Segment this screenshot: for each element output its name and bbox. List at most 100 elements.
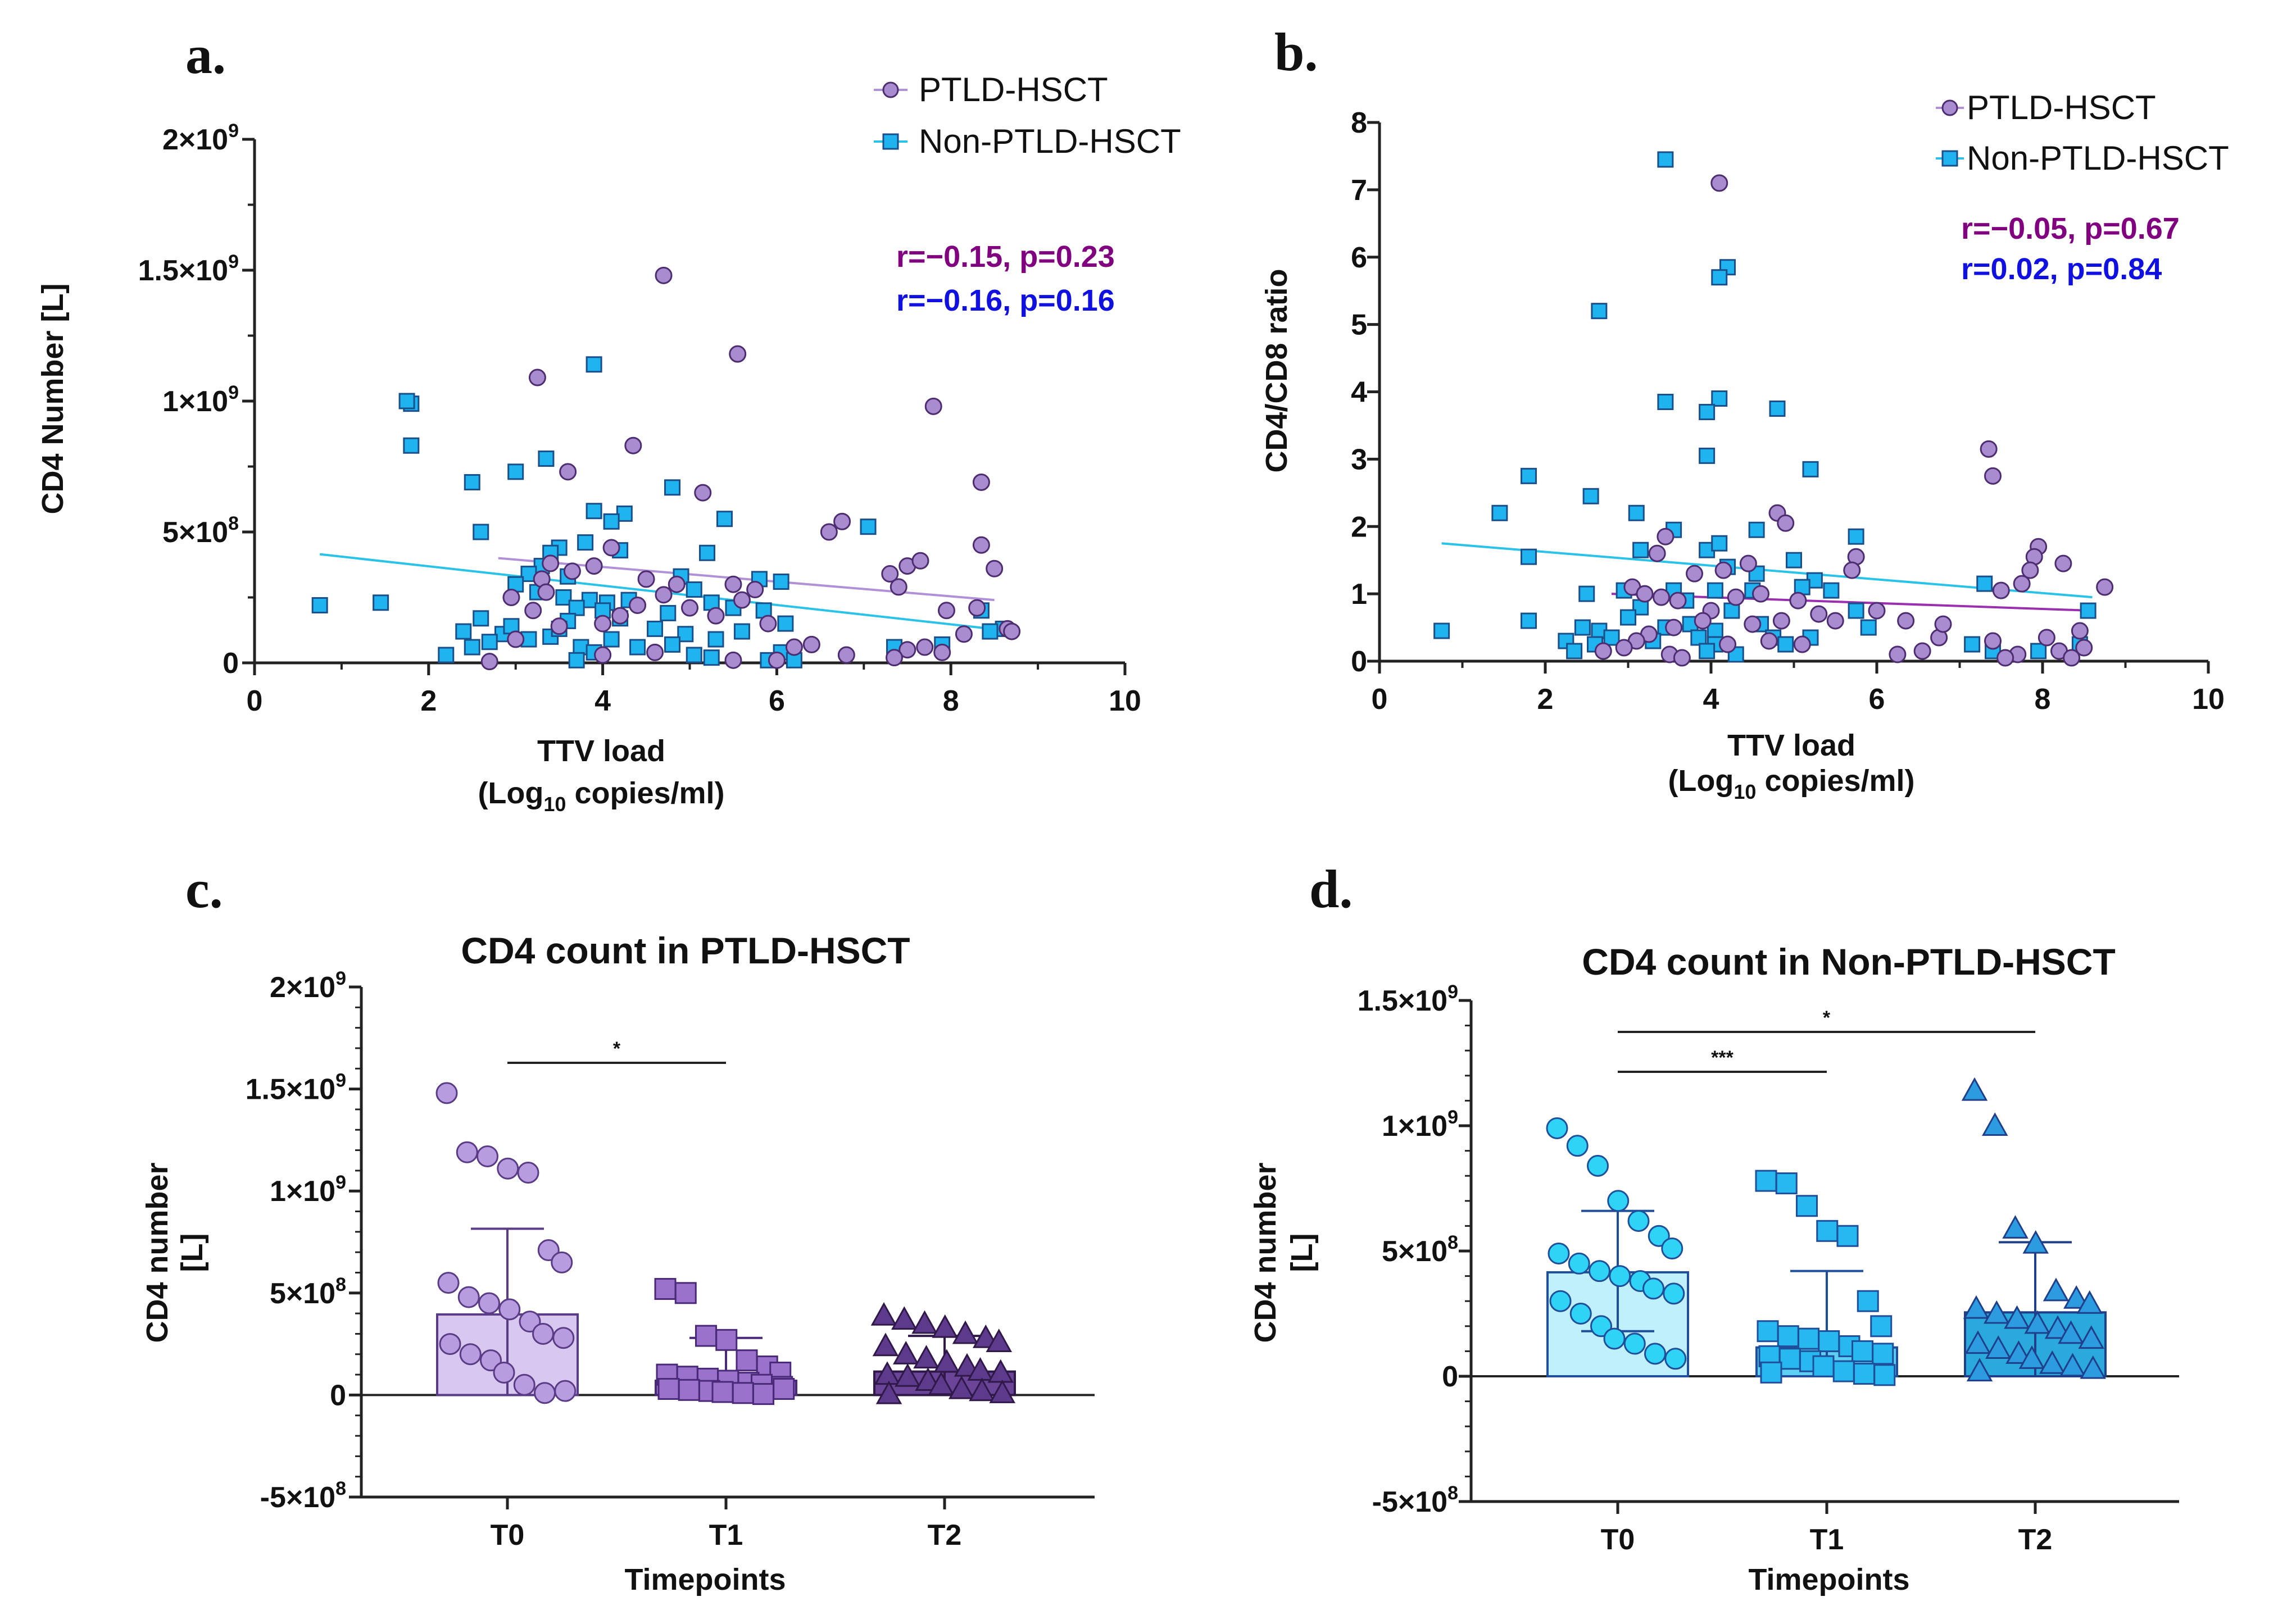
c-point-T2 bbox=[928, 1371, 955, 1395]
panel-b-axes: 0 2 4 6 8 10 0 1 2 3 4 5 6 7 8 bbox=[1351, 107, 2225, 716]
b-point-ptld bbox=[1777, 514, 1795, 532]
panel-c-points bbox=[435, 1082, 1015, 1405]
a-point-ptld bbox=[881, 565, 899, 583]
a-x-tick-label: 8 bbox=[943, 685, 959, 717]
a-point-nonptld bbox=[455, 623, 472, 640]
a-point-ptld bbox=[594, 615, 612, 633]
c-point-T1 bbox=[732, 1382, 754, 1404]
c-point-T2 bbox=[967, 1357, 993, 1381]
c-point-T0 bbox=[493, 1361, 515, 1384]
d-point-T2 bbox=[1961, 1077, 1988, 1101]
b-y-tick-label: 2 bbox=[1351, 511, 1367, 543]
panel-c-axes: -5×108 0 5×108 1×109 1.5×109 2×109 T0 T1 T2 bbox=[246, 968, 1095, 1552]
c-y-tick-label: 1.5×109 bbox=[246, 1070, 346, 1106]
panel-c-title: CD4 count in PTLD-HSCT bbox=[461, 930, 910, 971]
c-point-T1 bbox=[657, 1378, 680, 1400]
b-point-nonptld bbox=[1699, 447, 1716, 464]
b-y-tick-label: 1 bbox=[1351, 578, 1367, 611]
c-point-T2 bbox=[875, 1380, 902, 1404]
d-point-T2 bbox=[2058, 1320, 2084, 1344]
b-point-ptld bbox=[1984, 467, 2002, 485]
panel-c-ylabel-line2: [L] bbox=[175, 1234, 209, 1272]
c-point-T0 bbox=[437, 1272, 460, 1294]
a-x-tick-label: 10 bbox=[1109, 685, 1141, 717]
panel-b-stat-nonptld: r=0.02, p=0.84 bbox=[1961, 252, 2162, 286]
b-point-nonptld bbox=[1491, 504, 1508, 521]
panel-b-xlabel-line1: TTV load bbox=[1727, 729, 1855, 762]
c-point-T0 bbox=[478, 1292, 500, 1314]
d-point-T2 bbox=[2076, 1290, 2103, 1314]
a-point-ptld bbox=[886, 649, 904, 667]
a-point-ptld bbox=[972, 473, 990, 491]
a-point-nonptld bbox=[481, 634, 498, 650]
c-y-tick-label: 5×108 bbox=[270, 1274, 346, 1310]
d-point-T1 bbox=[1872, 1343, 1894, 1365]
c-point-T1 bbox=[711, 1381, 734, 1403]
a-point-ptld bbox=[646, 643, 664, 661]
b-point-ptld bbox=[1594, 642, 1612, 660]
a-point-nonptld bbox=[507, 576, 524, 593]
c-point-T2 bbox=[969, 1377, 995, 1402]
b-point-nonptld bbox=[1848, 528, 1864, 545]
d-point-T1 bbox=[1777, 1325, 1799, 1348]
d-point-T1 bbox=[1870, 1315, 1893, 1338]
b-point-ptld bbox=[1772, 612, 1790, 630]
panel-b-ylabel: CD4/CD8 ratio bbox=[1260, 269, 1294, 472]
b-point-nonptld bbox=[1690, 629, 1707, 646]
a-point-ptld bbox=[528, 369, 546, 386]
a-point-nonptld bbox=[707, 631, 724, 648]
b-point-ptld bbox=[1980, 440, 1998, 458]
legend-ptld-circle-icon bbox=[1941, 99, 1958, 116]
b-point-nonptld bbox=[1769, 400, 1786, 417]
d-point-T0 bbox=[1569, 1303, 1592, 1325]
b-point-nonptld bbox=[1521, 548, 1537, 565]
a-point-ptld bbox=[668, 575, 686, 593]
a-point-nonptld bbox=[503, 618, 520, 635]
d-point-T2 bbox=[2063, 1285, 2090, 1309]
d-point-T0 bbox=[1627, 1209, 1650, 1232]
panel-a-stat-ptld: r=−0.15, p=0.23 bbox=[896, 240, 1115, 274]
d-point-T1 bbox=[1852, 1340, 1873, 1362]
b-point-nonptld bbox=[1711, 390, 1728, 407]
a-point-ptld bbox=[724, 651, 742, 669]
a-point-nonptld bbox=[716, 511, 733, 527]
a-point-ptld bbox=[955, 625, 973, 643]
b-point-ptld bbox=[1760, 632, 1778, 650]
d-point-T0 bbox=[1642, 1277, 1664, 1300]
d-point-T1 bbox=[1816, 1220, 1839, 1242]
a-point-ptld bbox=[820, 523, 838, 541]
a-point-ptld bbox=[602, 539, 620, 557]
d-point-T2 bbox=[2039, 1350, 2066, 1374]
a-point-ptld bbox=[802, 635, 820, 653]
b-point-ptld bbox=[1810, 605, 1828, 623]
a-point-ptld bbox=[724, 575, 742, 593]
b-point-nonptld bbox=[1620, 609, 1636, 626]
a-point-ptld bbox=[924, 397, 942, 415]
b-point-nonptld bbox=[2030, 643, 2047, 659]
b-point-ptld bbox=[2054, 554, 2072, 572]
d-x-tick-label: T2 bbox=[2018, 1523, 2053, 1556]
a-point-nonptld bbox=[520, 566, 537, 583]
b-point-nonptld bbox=[1699, 403, 1716, 420]
d-x-tick-label: T0 bbox=[1601, 1523, 1635, 1556]
d-sig-label-T0-T1: *** bbox=[1711, 1047, 1734, 1068]
panel-d-title: CD4 count in Non-PTLD-HSCT bbox=[1582, 941, 2116, 982]
b-point-nonptld bbox=[1558, 633, 1574, 649]
a-point-nonptld bbox=[647, 620, 664, 637]
a-point-nonptld bbox=[686, 647, 702, 663]
panel-d-points bbox=[1546, 1077, 2106, 1386]
b-point-ptld bbox=[1665, 618, 1683, 636]
a-point-nonptld bbox=[403, 437, 420, 454]
c-point-T1 bbox=[695, 1325, 717, 1347]
a-point-ptld bbox=[916, 638, 934, 656]
b-point-nonptld bbox=[1574, 619, 1591, 636]
a-point-nonptld bbox=[686, 581, 702, 598]
a-point-ptld bbox=[937, 602, 955, 620]
c-point-T0 bbox=[498, 1298, 521, 1321]
a-y-tick-label: 2×109 bbox=[162, 120, 239, 156]
d-point-T1 bbox=[1775, 1172, 1798, 1195]
d-point-T2 bbox=[1963, 1295, 1990, 1319]
a-point-nonptld bbox=[603, 631, 620, 648]
panel-a-letter: a. bbox=[185, 25, 226, 85]
c-point-T1 bbox=[674, 1282, 697, 1304]
